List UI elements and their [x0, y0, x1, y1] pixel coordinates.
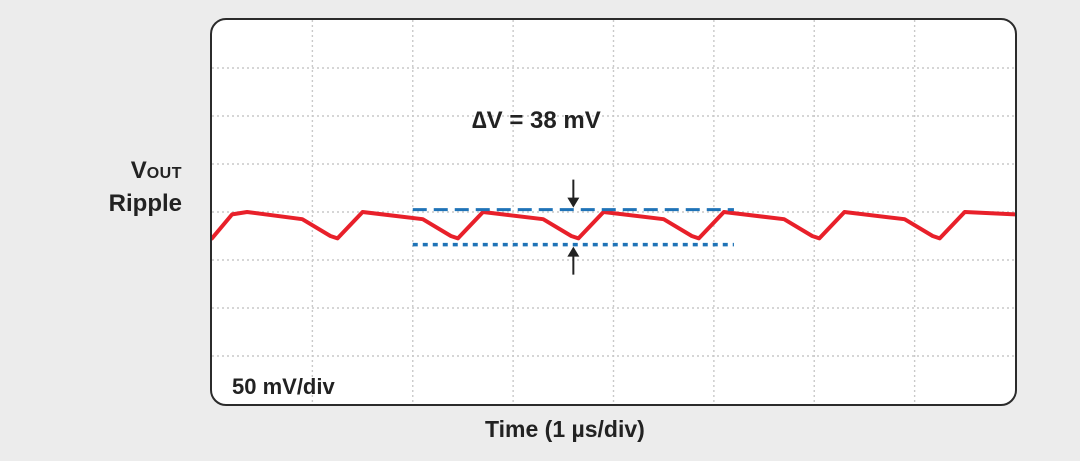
delta-v-annotation: ∆V = 38 mV — [472, 107, 601, 134]
ripple-trace — [212, 210, 1015, 241]
vout-line: VOUT — [40, 156, 182, 189]
vout-subscript: OUT — [146, 165, 182, 182]
oscilloscope-screen — [210, 18, 1017, 406]
top-arrow-head — [567, 197, 580, 208]
scale-label: 50 mV/div — [232, 374, 335, 399]
y-axis-label: VOUT Ripple — [40, 156, 182, 219]
x-axis-label: Time (1 µs/div) — [485, 416, 645, 442]
vout-main: V — [130, 157, 147, 184]
plot-area — [212, 20, 1015, 404]
ripple-line: Ripple — [108, 190, 182, 217]
bottom-arrow-head — [567, 246, 580, 257]
